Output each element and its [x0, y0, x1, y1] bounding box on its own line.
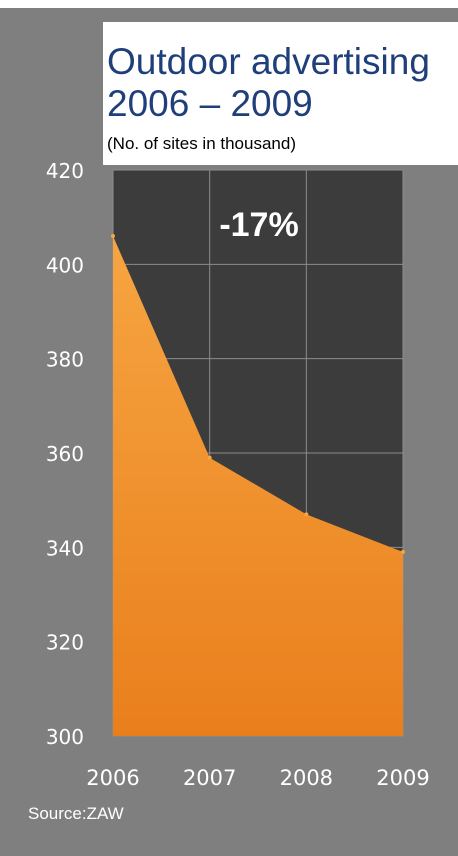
y-tick-label: 320	[46, 631, 84, 655]
chart-subtitle: (No. of sites in thousand)	[107, 134, 296, 153]
chart-frame: Outdoor advertising 2006 – 2009 (No. of …	[0, 8, 458, 856]
area-series	[113, 236, 403, 737]
y-tick-label: 380	[46, 348, 84, 372]
data-point-2007	[207, 455, 212, 460]
data-point-2009	[401, 550, 405, 555]
y-tick-label: 300	[46, 725, 84, 749]
x-tick-label: 2006	[86, 766, 139, 790]
area-chart: 420 400 380 360 340 320 300 2006 2007 2008 2009 -…	[46, 159, 430, 790]
chart-title: Outdoor advertising	[107, 41, 430, 82]
y-tick-label: 360	[46, 442, 84, 466]
y-tick-label: 340	[46, 536, 84, 560]
y-tick-label: 420	[46, 159, 84, 183]
x-tick-label: 2008	[280, 766, 333, 790]
change-annotation: -17%	[219, 206, 298, 244]
title-box: Outdoor advertising 2006 – 2009 (No. of …	[103, 22, 458, 165]
data-point-2008	[304, 512, 309, 517]
data-point-2006	[111, 234, 115, 239]
y-tick-label: 400	[46, 253, 84, 277]
x-tick-label: 2009	[376, 766, 429, 790]
x-tick-label: 2007	[183, 766, 236, 790]
source-note: Source:ZAW	[28, 804, 124, 823]
chart-title-years: 2006 – 2009	[107, 83, 313, 124]
